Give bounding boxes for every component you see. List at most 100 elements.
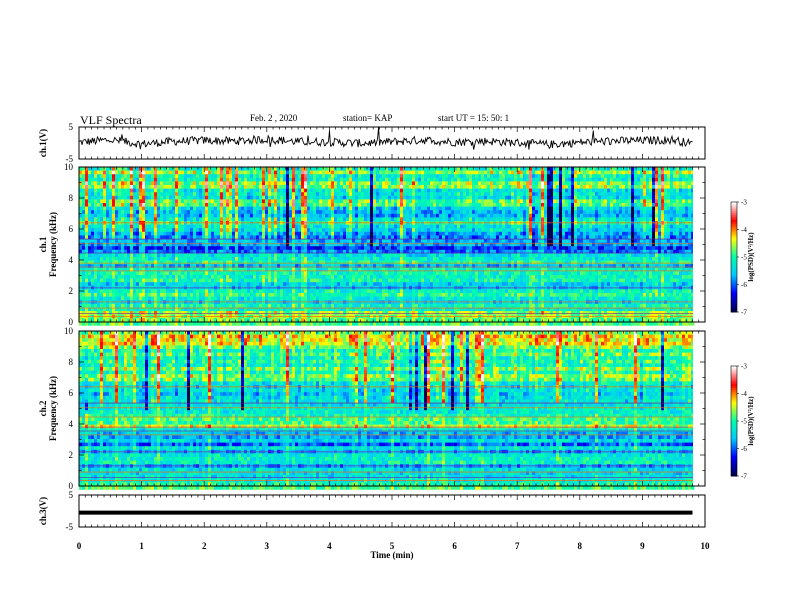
spectrogram-cell	[286, 177, 290, 182]
spectrogram-cell	[289, 318, 293, 323]
spectrogram-cell	[373, 242, 377, 247]
spectrogram-cell	[112, 318, 116, 323]
spectrogram-cell	[250, 267, 254, 272]
spectrogram-cell	[112, 210, 116, 215]
spectrogram-cell	[229, 278, 233, 283]
spectrogram-cell	[394, 242, 398, 247]
spectrogram-cell	[277, 228, 281, 233]
spectrogram-cell	[403, 264, 407, 269]
spectrogram-cell	[205, 167, 209, 171]
spectrogram-cell	[235, 264, 239, 269]
spectrogram-cell	[220, 192, 224, 197]
spectrogram-cell	[391, 321, 395, 326]
spectrogram-cell	[316, 192, 320, 197]
spectrogram-cell	[331, 174, 335, 179]
spectrogram-cell	[313, 271, 317, 276]
spectrogram-cell	[187, 303, 191, 308]
spectrogram-cell	[163, 311, 167, 315]
spectrogram-cell	[112, 257, 116, 261]
spectrogram-cell	[124, 185, 128, 189]
spectrogram-cell	[349, 260, 353, 265]
spectrogram-cell	[196, 321, 200, 326]
spectrogram-cell	[160, 275, 164, 279]
spectrogram-cell	[139, 278, 143, 283]
spectrogram-cell	[400, 170, 404, 175]
spectrogram-cell	[178, 249, 182, 254]
spectrogram-cell	[334, 311, 338, 315]
spectrogram-cell	[403, 235, 407, 240]
spectrogram-cell	[322, 311, 326, 315]
spectrogram-cell	[100, 213, 104, 218]
spectrogram-cell	[166, 275, 170, 279]
spectrogram-cell	[310, 253, 314, 258]
spectrogram-cell	[109, 246, 113, 251]
spectrogram-cell	[106, 185, 110, 189]
spectrogram-cell	[361, 296, 365, 301]
spectrogram-cell	[400, 260, 404, 265]
spectrogram-cell	[265, 249, 269, 254]
spectrogram-cell	[250, 303, 254, 308]
spectrogram-cell	[289, 203, 293, 207]
spectrogram-cell	[250, 264, 254, 269]
spectrogram-cell	[373, 199, 377, 204]
spectrogram-cell	[241, 217, 245, 222]
spectrogram-cell	[280, 267, 284, 272]
spectrogram-cell	[181, 318, 185, 323]
spectrogram-cell	[400, 311, 404, 315]
spectrogram-cell	[325, 213, 329, 218]
spectrogram-cell	[334, 257, 338, 261]
spectrogram-cell	[85, 282, 89, 287]
spectrogram-cell	[136, 278, 140, 283]
spectrogram-cell	[118, 206, 122, 211]
spectrogram-cell	[373, 195, 377, 200]
spectrogram-cell	[238, 253, 242, 258]
spectrogram-cell	[391, 217, 395, 222]
spectrogram-cell	[322, 192, 326, 197]
spectrogram-cell	[82, 253, 86, 258]
spectrogram-cell	[100, 253, 104, 258]
spectrogram-cell	[373, 303, 377, 308]
spectrogram-cell	[388, 231, 392, 236]
spectrogram-cell	[100, 224, 104, 229]
spectrogram-cell	[136, 188, 140, 193]
spectrogram-cell	[280, 242, 284, 247]
spectrogram-cell	[262, 206, 266, 211]
spectrogram-cell	[241, 235, 245, 240]
spectrogram-cell	[97, 192, 101, 197]
spectrogram-cell	[229, 213, 233, 218]
spectrogram-cell	[391, 192, 395, 197]
spectrogram-cell	[166, 231, 170, 236]
spectrogram-cell	[127, 235, 131, 240]
spectrogram-cell	[85, 210, 89, 215]
spectrogram-cell	[346, 167, 350, 171]
spectrogram-cell	[292, 282, 296, 287]
spectrogram-cell	[100, 271, 104, 276]
spectrogram-cell	[244, 264, 248, 269]
spectrogram-cell	[325, 289, 329, 294]
spectrogram-cell	[361, 271, 365, 276]
spectrogram-cell	[346, 311, 350, 315]
spectrogram-cell	[265, 192, 269, 197]
spectrogram-cell	[196, 192, 200, 197]
spectrogram-cell	[226, 289, 230, 294]
spectrogram-cell	[169, 303, 173, 308]
spectrogram-cell	[247, 206, 251, 211]
spectrogram-cell	[286, 278, 290, 283]
spectrogram-cell	[298, 318, 302, 323]
spectrogram-cell	[313, 282, 317, 287]
spectrogram-cell	[217, 264, 221, 269]
spectrogram-cell	[166, 195, 170, 200]
spectrogram-cell	[343, 217, 347, 222]
spectrogram-cell	[109, 203, 113, 207]
spectrogram-cell	[298, 253, 302, 258]
spectrogram-cell	[100, 321, 104, 326]
spectrogram-cell	[385, 228, 389, 233]
spectrogram-cell	[142, 293, 146, 297]
spectrogram-cell	[118, 181, 122, 186]
spectrogram-cell	[142, 228, 146, 233]
spectrogram-cell	[91, 260, 95, 265]
spectrogram-cell	[364, 242, 368, 247]
spectrogram-cell	[337, 260, 341, 265]
spectrogram-cell	[139, 181, 143, 186]
spectrogram-cell	[169, 235, 173, 240]
